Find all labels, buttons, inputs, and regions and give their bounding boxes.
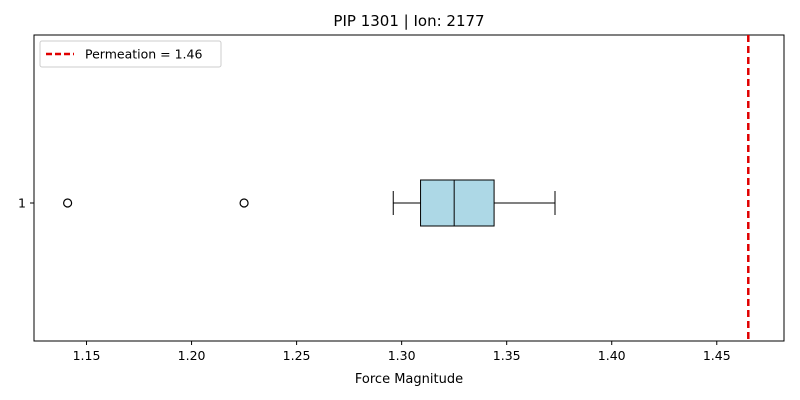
x-tick-label: 1.45	[703, 348, 731, 363]
x-tick-label: 1.20	[178, 348, 206, 363]
legend-frame	[39, 40, 222, 68]
outlier-point	[239, 198, 249, 208]
box-iqr	[420, 179, 495, 227]
y-tick-label: 1	[18, 196, 26, 211]
outlier-point	[63, 198, 73, 208]
x-tick-label: 1.25	[283, 348, 311, 363]
legend: Permeation = 1.46	[39, 40, 222, 68]
legend-label: Permeation = 1.46	[85, 47, 202, 62]
x-tick-label: 1.30	[388, 348, 416, 363]
chart-title: PIP 1301 | Ion: 2177	[333, 12, 484, 30]
plot-area	[33, 34, 785, 342]
x-tick-label: 1.40	[598, 348, 626, 363]
x-axis-label: Force Magnitude	[355, 372, 463, 387]
x-tick-label: 1.15	[73, 348, 101, 363]
x-tick-label: 1.35	[493, 348, 521, 363]
